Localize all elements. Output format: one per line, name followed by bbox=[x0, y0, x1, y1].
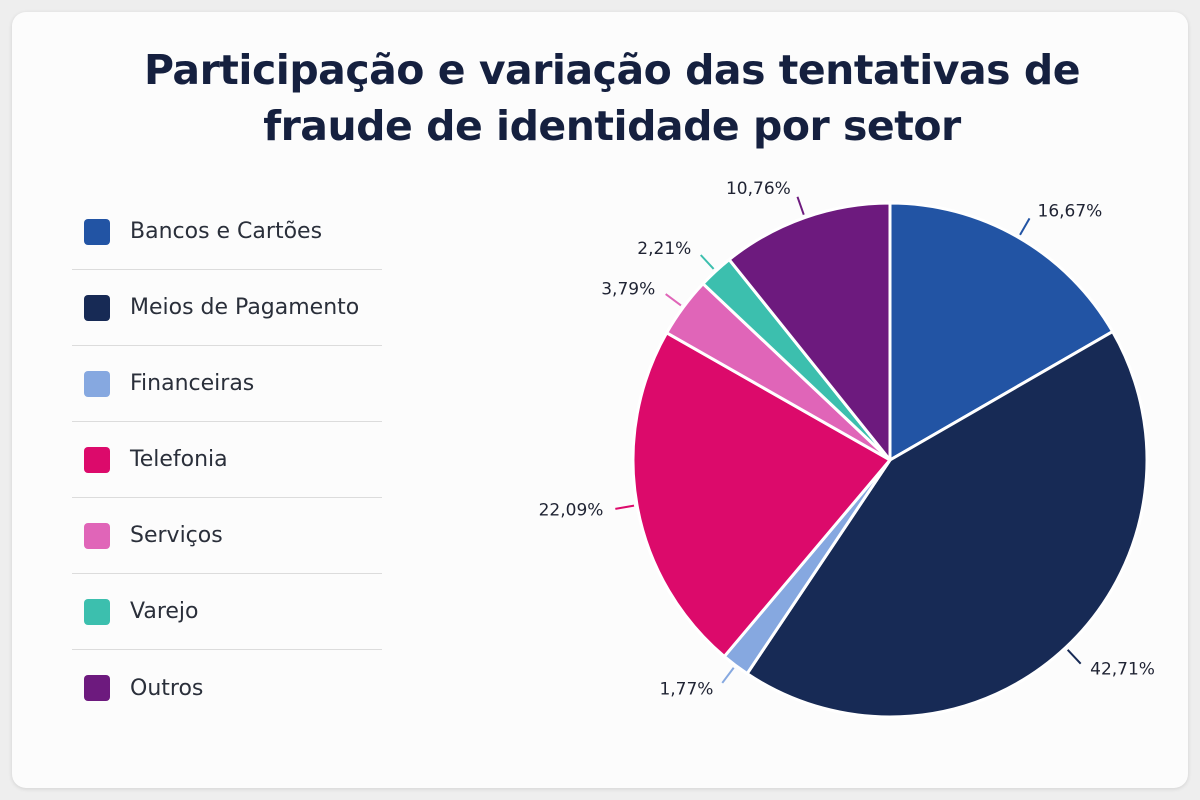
label-leader-line bbox=[700, 254, 715, 270]
legend: Bancos e Cartões Meios de Pagamento Fina… bbox=[72, 194, 382, 726]
label-leader-line bbox=[665, 293, 682, 307]
slice-value-label: 22,09% bbox=[539, 500, 604, 520]
pie-slice bbox=[745, 330, 1149, 719]
legend-label: Meios de Pagamento bbox=[130, 295, 360, 320]
legend-item-telefonia: Telefonia bbox=[72, 422, 382, 498]
legend-label: Outros bbox=[130, 675, 204, 701]
legend-label: Bancos e Cartões bbox=[130, 219, 323, 244]
label-leader-line bbox=[1019, 217, 1031, 236]
legend-label: Financeiras bbox=[130, 371, 255, 396]
legend-swatch bbox=[84, 598, 110, 625]
pie-slice bbox=[727, 201, 892, 462]
legend-swatch bbox=[84, 522, 110, 549]
label-leader-line bbox=[615, 504, 635, 510]
legend-swatch bbox=[84, 370, 110, 397]
slice-value-label: 3,79% bbox=[601, 279, 655, 299]
slice-value-label: 2,21% bbox=[637, 239, 691, 259]
slice-value-label: 10,76% bbox=[726, 179, 791, 199]
legend-label: Telefonia bbox=[130, 447, 228, 472]
legend-item-servicos: Serviços bbox=[72, 498, 382, 574]
legend-swatch bbox=[84, 294, 110, 321]
slice-value-label: 16,67% bbox=[1038, 201, 1103, 221]
legend-item-varejo: Varejo bbox=[72, 574, 382, 650]
legend-label: Varejo bbox=[130, 599, 199, 624]
legend-item-outros: Outros bbox=[72, 650, 382, 726]
pie-slice bbox=[888, 201, 1115, 462]
pie-slices bbox=[631, 201, 1149, 719]
legend-label: Serviços bbox=[130, 523, 223, 548]
legend-swatch bbox=[84, 446, 110, 473]
legend-item-meios-de-pagamento: Meios de Pagamento bbox=[72, 270, 382, 346]
slice-value-label: 42,71% bbox=[1090, 660, 1155, 680]
label-leader-line bbox=[721, 667, 735, 684]
legend-item-bancos-e-cartoes: Bancos e Cartões bbox=[72, 194, 382, 270]
pie-labels: 16,67% 42,71% 1,77% 22,09% 3,79% 2,21% 10,76% bbox=[539, 179, 1155, 699]
chart-title: Participação e variação das tentativas d… bbox=[143, 46, 1081, 150]
label-leader-line bbox=[796, 196, 805, 216]
slice-value-label: 1,77% bbox=[659, 679, 713, 699]
legend-item-financeiras: Financeiras bbox=[72, 346, 382, 422]
label-leader-line bbox=[1066, 649, 1082, 665]
legend-swatch bbox=[84, 218, 110, 245]
pie-slice bbox=[631, 331, 892, 658]
legend-swatch bbox=[84, 675, 110, 701]
